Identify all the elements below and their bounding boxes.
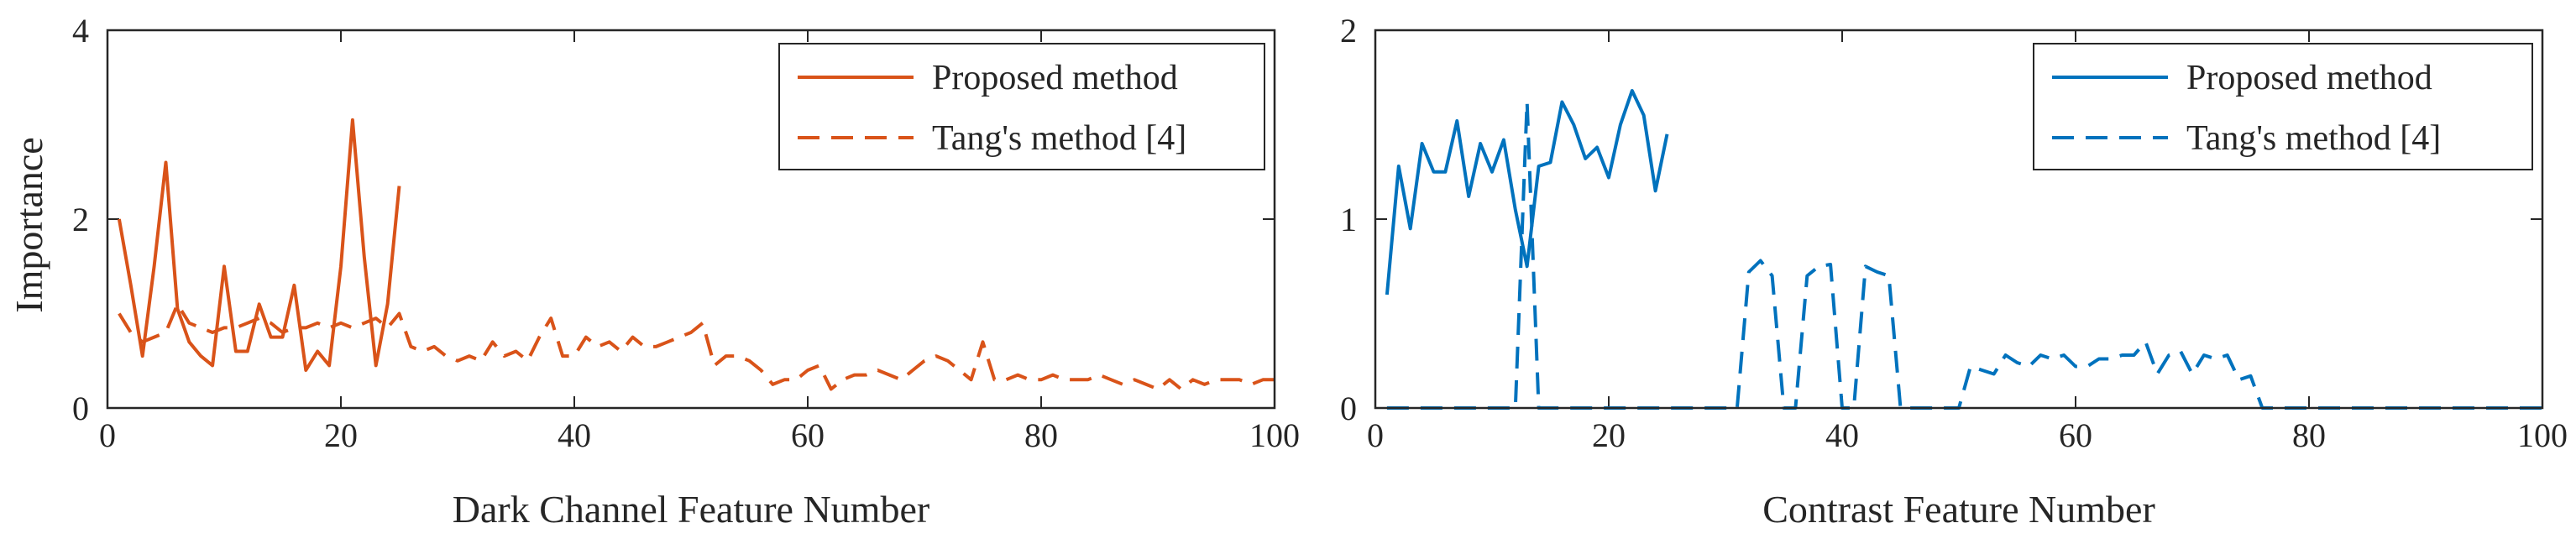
x-tick-label: 60 bbox=[2059, 416, 2092, 454]
x-axis-label: Contrast Feature Number bbox=[1762, 488, 2155, 531]
legend-box bbox=[778, 43, 1265, 170]
x-tick-label: 100 bbox=[1249, 416, 1300, 454]
x-tick-label: 60 bbox=[791, 416, 825, 454]
y-tick-label: 4 bbox=[72, 12, 89, 50]
series-line-tangs-method bbox=[118, 302, 1275, 391]
legend: Proposed method Tang's method [4] bbox=[778, 43, 1265, 170]
x-tick-label: 80 bbox=[2292, 416, 2326, 454]
legend-box bbox=[2033, 43, 2533, 170]
y-tick-label: 2 bbox=[72, 201, 89, 238]
y-tick-label: 1 bbox=[1340, 201, 1357, 238]
series-line-proposed-method bbox=[1385, 89, 1669, 296]
x-tick-label: 100 bbox=[2517, 416, 2568, 454]
y-axis-label: Importance bbox=[8, 137, 50, 312]
x-tick-label: 0 bbox=[99, 416, 116, 454]
series-line-proposed-method bbox=[117, 118, 401, 372]
y-tick-label: 0 bbox=[72, 390, 89, 427]
contrast-chart: Contrast Feature Number 0 20 40 60 80 100012 … bbox=[1340, 12, 2568, 531]
x-tick-label: 40 bbox=[558, 416, 591, 454]
x-tick-label: 20 bbox=[1592, 416, 1626, 454]
dark-channel-chart: Importance Dark Channel Feature Number 0… bbox=[8, 12, 1300, 531]
legend-label-tangs-method: Tang's method [4] bbox=[2186, 119, 2441, 158]
axes-frame bbox=[106, 29, 1276, 410]
x-tick-label: 20 bbox=[324, 416, 358, 454]
plot-area bbox=[117, 118, 1275, 391]
legend-label-proposed-method: Proposed method bbox=[2186, 59, 2432, 97]
x-tick-label: 40 bbox=[1825, 416, 1859, 454]
tick-labels: 0 20 40 60 80 100 0 2 4 bbox=[72, 12, 1300, 454]
x-axis-label: Dark Channel Feature Number bbox=[453, 488, 929, 531]
x-tick-label: 0 bbox=[1367, 416, 1384, 454]
tick-labels: 0 20 40 60 80 100 0 1 2 bbox=[1340, 12, 2568, 454]
y-tick-label: 0 bbox=[1340, 390, 1357, 427]
legend: Proposed method Tang's method [4] bbox=[2033, 43, 2533, 170]
axes-frame bbox=[1374, 29, 2544, 410]
x-tick-label: 80 bbox=[1024, 416, 1058, 454]
legend-label-tangs-method: Tang's method [4] bbox=[932, 119, 1186, 158]
legend-label-proposed-method: Proposed method bbox=[932, 59, 1178, 97]
y-tick-label: 2 bbox=[1340, 12, 1357, 50]
